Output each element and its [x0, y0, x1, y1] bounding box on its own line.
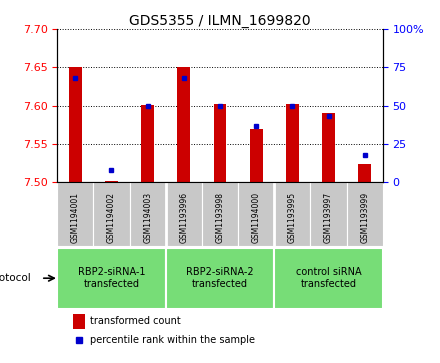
Text: percentile rank within the sample: percentile rank within the sample: [90, 335, 255, 345]
Bar: [69, 66, 82, 182]
Bar: [105, 181, 118, 182]
Text: GSM1193998: GSM1193998: [216, 192, 224, 243]
Text: GSM1194002: GSM1194002: [107, 192, 116, 243]
Bar: [57, 182, 93, 246]
Text: GSM1193997: GSM1193997: [324, 192, 333, 243]
Text: GSM1194003: GSM1194003: [143, 192, 152, 243]
Text: GSM1193999: GSM1193999: [360, 192, 369, 243]
Bar: [322, 113, 335, 182]
Bar: [250, 129, 263, 182]
Title: GDS5355 / ILMN_1699820: GDS5355 / ILMN_1699820: [129, 14, 311, 28]
Text: control siRNA
transfected: control siRNA transfected: [296, 268, 361, 289]
Text: protocol: protocol: [0, 273, 31, 283]
Bar: [93, 182, 129, 246]
Text: RBP2-siRNA-1
transfected: RBP2-siRNA-1 transfected: [78, 268, 145, 289]
Text: GSM1193996: GSM1193996: [180, 192, 188, 243]
Text: transformed count: transformed count: [90, 316, 180, 326]
Bar: [166, 182, 202, 246]
Bar: [57, 248, 166, 309]
Bar: [73, 314, 85, 329]
Text: RBP2-siRNA-2
transfected: RBP2-siRNA-2 transfected: [186, 268, 254, 289]
Bar: [274, 182, 311, 246]
Bar: [166, 248, 274, 309]
Bar: [141, 105, 154, 182]
Text: GSM1193995: GSM1193995: [288, 192, 297, 243]
Bar: [274, 248, 383, 309]
Bar: [311, 182, 347, 246]
Bar: [129, 182, 166, 246]
Bar: [238, 182, 274, 246]
Bar: [177, 66, 190, 182]
Bar: [347, 182, 383, 246]
Bar: [286, 104, 299, 182]
Bar: [202, 182, 238, 246]
Bar: [214, 104, 226, 182]
Text: GSM1194000: GSM1194000: [252, 192, 260, 243]
Text: GSM1194001: GSM1194001: [71, 192, 80, 243]
Bar: [359, 164, 371, 182]
